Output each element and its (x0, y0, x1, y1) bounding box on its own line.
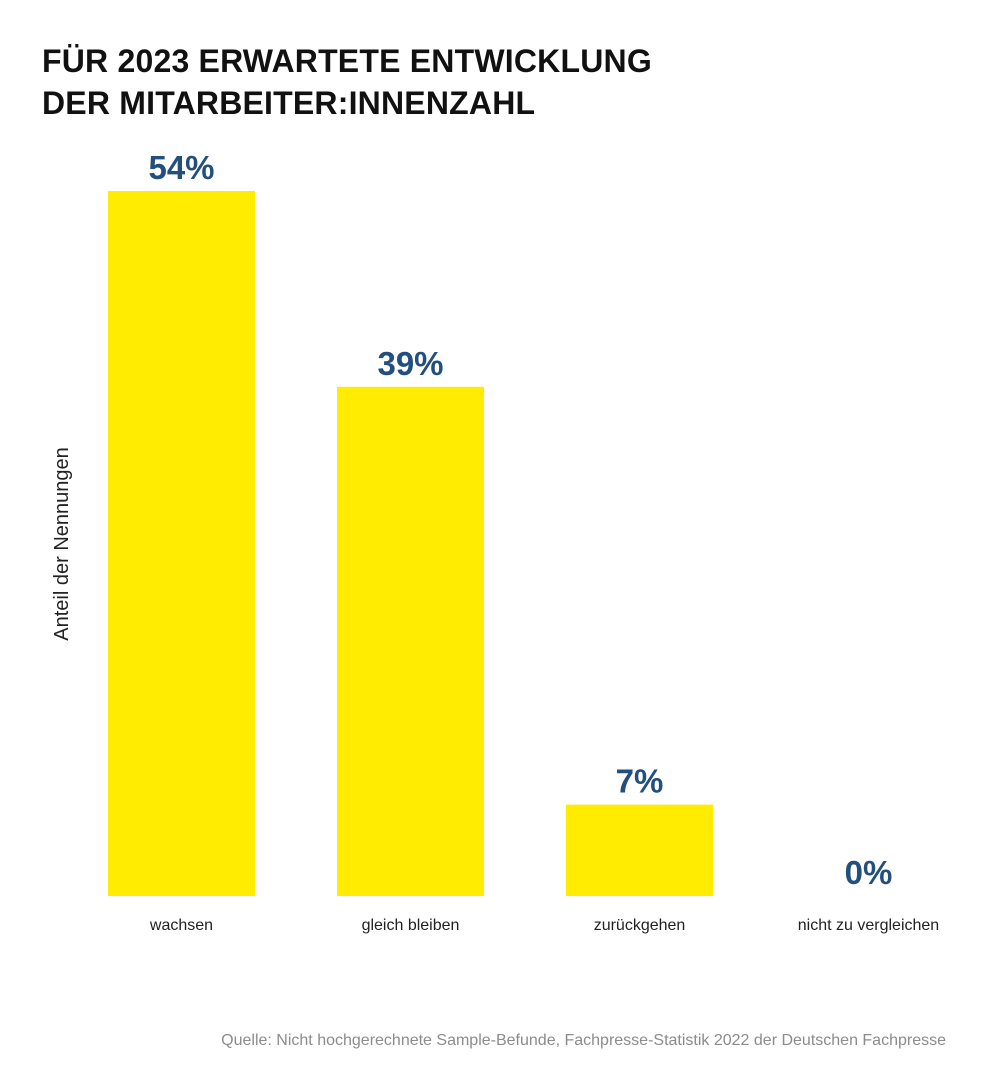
bar-1 (108, 191, 255, 896)
chart-title-line-2: DER MITARBEITER:INNENZAHL (42, 85, 536, 121)
bar-2 (337, 386, 484, 896)
chart-title-line-1: FÜR 2023 ERWARTETE ENTWICKLUNG (42, 43, 652, 79)
value-label-1: 54% (148, 149, 214, 186)
bar-3 (566, 804, 713, 896)
category-label-3: zurückgehen (594, 917, 686, 934)
bar-chart: Anteil der Nennungen 54% wachsen 39% gleich… (51, 149, 939, 934)
y-axis-label: Anteil der Nennungen (51, 447, 73, 640)
value-label-3: 7% (616, 763, 664, 800)
value-label-4: 0% (845, 854, 893, 891)
value-label-2: 39% (377, 345, 443, 382)
source-note: Quelle: Nicht hochgerechnete Sample-Befu… (221, 1032, 946, 1049)
bars-group: 54% wachsen 39% gleich bleiben 7% zurückgehen… (108, 149, 939, 934)
category-label-2: gleich bleiben (362, 917, 460, 934)
category-label-4: nicht zu vergleichen (798, 917, 939, 934)
chart-title: FÜR 2023 ERWARTETE ENTWICKLUNG DER MITAR… (42, 40, 942, 124)
category-label-1: wachsen (149, 917, 213, 934)
